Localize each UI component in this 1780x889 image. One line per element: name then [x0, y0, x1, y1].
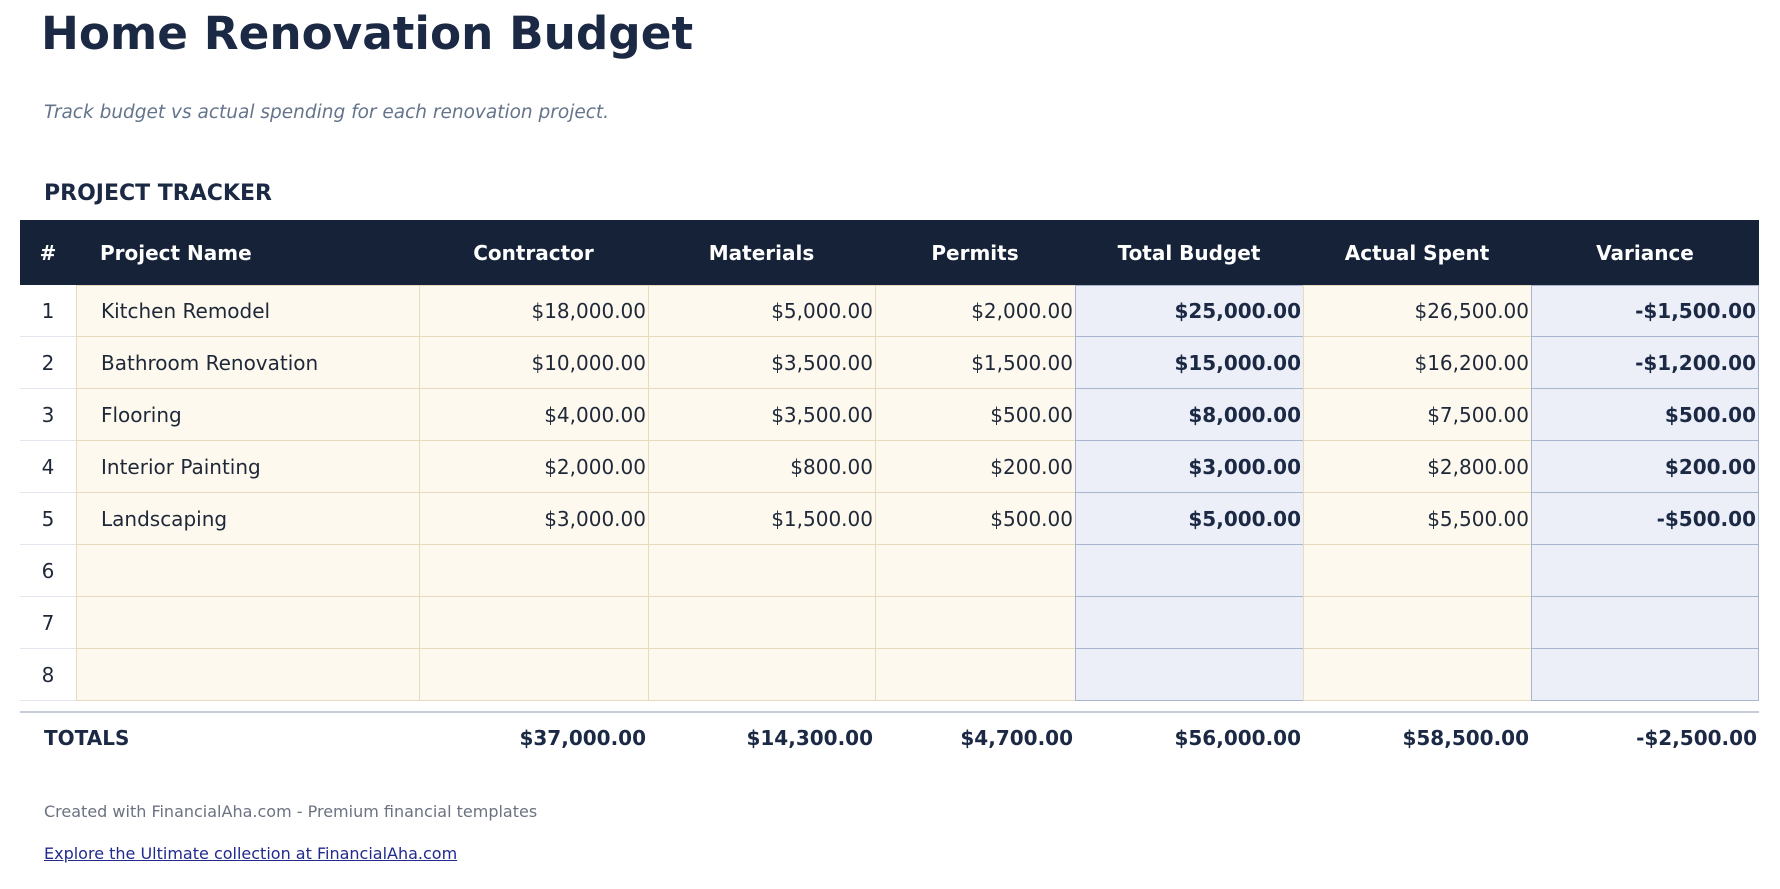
cell-variance: $200.00 [1531, 441, 1759, 493]
cell-actual-spent: $2,800.00 [1303, 441, 1531, 493]
cell-project-name [76, 649, 419, 701]
cell-actual-spent: $5,500.00 [1303, 493, 1531, 545]
cell-actual-spent: $16,200.00 [1303, 337, 1531, 389]
table-row: 4 Interior Painting $2,000.00 $800.00 $200.0… [20, 441, 1759, 493]
row-number: 2 [20, 337, 76, 389]
column-header-materials: Materials [648, 220, 875, 285]
column-header-total-budget: Total Budget [1075, 220, 1303, 285]
cell-project-name: Landscaping [76, 493, 419, 545]
cell-actual-spent: $7,500.00 [1303, 389, 1531, 441]
spacer-row [20, 701, 1759, 711]
column-header-variance: Variance [1531, 220, 1759, 285]
totals-materials: $14,300.00 [648, 711, 875, 763]
cell-variance: -$1,200.00 [1531, 337, 1759, 389]
cell-contractor: $3,000.00 [419, 493, 648, 545]
footer-link[interactable]: Explore the Ultimate collection at Finan… [44, 844, 458, 863]
cell-materials [648, 649, 875, 701]
cell-variance: $500.00 [1531, 389, 1759, 441]
cell-variance [1531, 597, 1759, 649]
page-title: Home Renovation Budget [41, 6, 694, 60]
cell-contractor: $2,000.00 [419, 441, 648, 493]
totals-row: TOTALS $37,000.00 $14,300.00 $4,700.00 $… [20, 711, 1759, 763]
row-number: 5 [20, 493, 76, 545]
cell-materials [648, 545, 875, 597]
row-number: 4 [20, 441, 76, 493]
column-header-num: # [20, 220, 76, 285]
column-header-permits: Permits [875, 220, 1075, 285]
totals-variance: -$2,500.00 [1531, 711, 1759, 763]
footer-credit: Created with FinancialAha.com - Premium … [44, 802, 538, 821]
table-row: 1 Kitchen Remodel $18,000.00 $5,000.00 $2,00… [20, 285, 1759, 337]
table-row: 5 Landscaping $3,000.00 $1,500.00 $500.00 $5,… [20, 493, 1759, 545]
row-number: 6 [20, 545, 76, 597]
cell-contractor [419, 649, 648, 701]
cell-total-budget [1075, 545, 1303, 597]
cell-permits: $500.00 [875, 493, 1075, 545]
cell-contractor: $10,000.00 [419, 337, 648, 389]
cell-permits: $200.00 [875, 441, 1075, 493]
row-number: 3 [20, 389, 76, 441]
cell-permits [875, 649, 1075, 701]
row-number: 8 [20, 649, 76, 701]
cell-variance: -$500.00 [1531, 493, 1759, 545]
cell-materials: $5,000.00 [648, 285, 875, 337]
cell-total-budget: $25,000.00 [1075, 285, 1303, 337]
cell-contractor: $18,000.00 [419, 285, 648, 337]
footer-link-wrap: Explore the Ultimate collection at Finan… [44, 843, 1760, 865]
cell-project-name: Kitchen Remodel [76, 285, 419, 337]
cell-materials: $1,500.00 [648, 493, 875, 545]
table-row: 2 Bathroom Renovation $10,000.00 $3,500.00 $… [20, 337, 1759, 389]
table-row: 7 [20, 597, 1759, 649]
cell-contractor [419, 545, 648, 597]
cell-contractor [419, 597, 648, 649]
totals-contractor: $37,000.00 [419, 711, 648, 763]
cell-materials: $3,500.00 [648, 337, 875, 389]
cell-permits [875, 545, 1075, 597]
cell-total-budget [1075, 649, 1303, 701]
totals-actual-spent: $58,500.00 [1303, 711, 1531, 763]
cell-variance [1531, 545, 1759, 597]
cell-permits: $500.00 [875, 389, 1075, 441]
row-number: 1 [20, 285, 76, 337]
cell-total-budget: $5,000.00 [1075, 493, 1303, 545]
column-header-contractor: Contractor [419, 220, 648, 285]
cell-project-name [76, 545, 419, 597]
cell-variance [1531, 649, 1759, 701]
totals-permits: $4,700.00 [875, 711, 1075, 763]
table-row: 8 [20, 649, 1759, 701]
section-title: PROJECT TRACKER [44, 180, 272, 206]
cell-project-name [76, 597, 419, 649]
cell-actual-spent [1303, 597, 1531, 649]
cell-materials: $3,500.00 [648, 389, 875, 441]
cell-project-name: Bathroom Renovation [76, 337, 419, 389]
table-body: 1 Kitchen Remodel $18,000.00 $5,000.00 $2,00… [20, 285, 1759, 701]
totals-total-budget: $56,000.00 [1075, 711, 1303, 763]
cell-total-budget: $15,000.00 [1075, 337, 1303, 389]
page-subtitle: Track budget vs actual spending for each… [44, 101, 610, 123]
column-header-actual-spent: Actual Spent [1303, 220, 1531, 285]
totals-label: TOTALS [20, 711, 419, 763]
column-header-project-name: Project Name [76, 220, 419, 285]
cell-total-budget: $8,000.00 [1075, 389, 1303, 441]
cell-actual-spent [1303, 545, 1531, 597]
cell-materials: $800.00 [648, 441, 875, 493]
cell-permits [875, 597, 1075, 649]
cell-permits: $2,000.00 [875, 285, 1075, 337]
page: Home Renovation Budget Track budget vs a… [0, 6, 1780, 866]
row-number: 7 [20, 597, 76, 649]
cell-contractor: $4,000.00 [419, 389, 648, 441]
cell-total-budget: $3,000.00 [1075, 441, 1303, 493]
cell-actual-spent: $26,500.00 [1303, 285, 1531, 337]
cell-variance: -$1,500.00 [1531, 285, 1759, 337]
cell-project-name: Interior Painting [76, 441, 419, 493]
cell-materials [648, 597, 875, 649]
table-row: 3 Flooring $4,000.00 $3,500.00 $500.00 $8,000… [20, 389, 1759, 441]
cell-project-name: Flooring [76, 389, 419, 441]
cell-total-budget [1075, 597, 1303, 649]
table-header: # Project Name Contractor Materials Perm… [20, 220, 1759, 285]
budget-table: # Project Name Contractor Materials Perm… [20, 220, 1759, 763]
table-row: 6 [20, 545, 1759, 597]
cell-permits: $1,500.00 [875, 337, 1075, 389]
cell-actual-spent [1303, 649, 1531, 701]
